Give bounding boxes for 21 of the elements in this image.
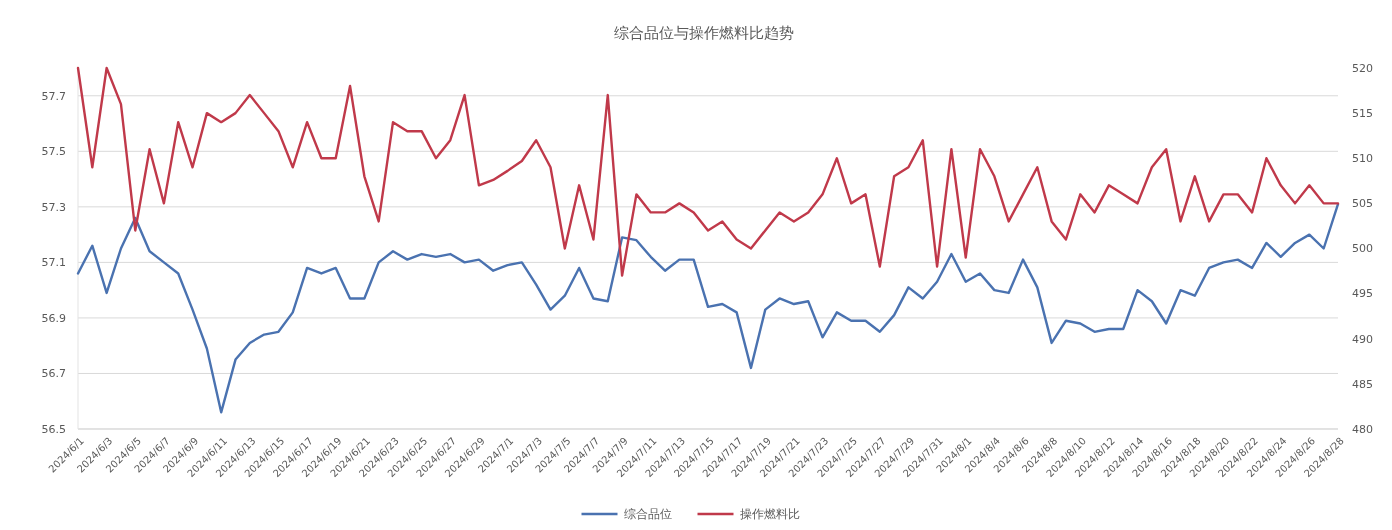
y2-tick-label: 515 [1352,106,1373,120]
line-series [76,202,1340,414]
y2-tick-label: 505 [1352,197,1373,211]
y2-tick-label: 490 [1352,332,1373,346]
y-tick-label: 57.7 [41,89,66,103]
y2-tick-label: 495 [1352,287,1373,301]
y-tick-label: 57.1 [41,256,66,270]
y2-tick-label: 480 [1352,422,1373,436]
y2-tick-label: 510 [1352,152,1373,166]
legend-label: 操作燃料比 [739,507,800,522]
y-tick-label: 56.7 [41,367,66,381]
line-series [76,66,1340,277]
y2-tick-label: 485 [1352,377,1373,391]
chart-title: 综合品位与操作燃料比趋势 [614,24,794,42]
y-tick-label: 56.5 [41,422,66,436]
y-tick-label: 56.9 [41,311,66,325]
y-tick-label: 57.3 [41,200,66,214]
y-tick-label: 57.5 [41,145,66,159]
legend-label: 综合品位 [623,507,672,522]
y2-tick-label: 520 [1352,61,1373,75]
y2-tick-label: 500 [1352,242,1373,256]
